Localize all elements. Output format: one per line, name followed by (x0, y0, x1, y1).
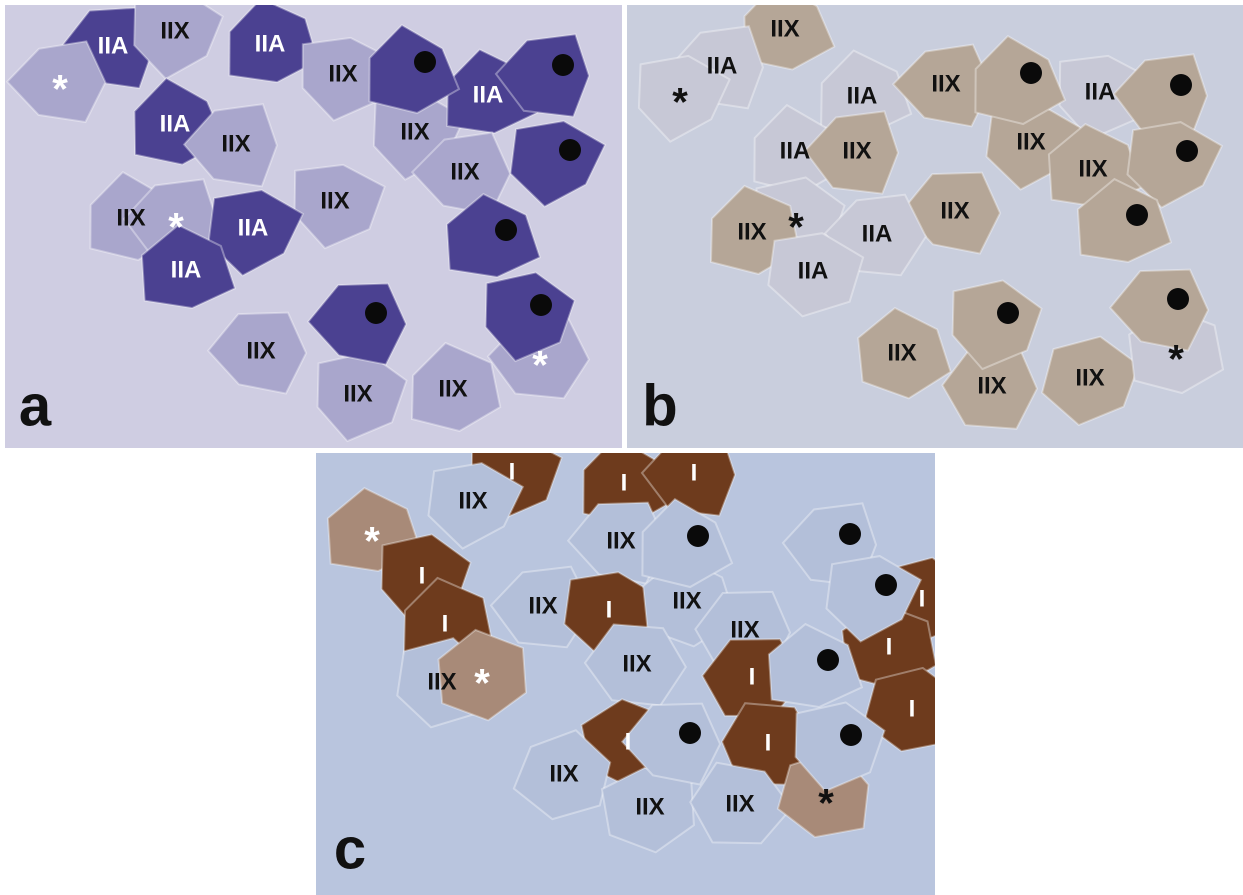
fiber-type-label: I (621, 469, 628, 496)
fiber-type-label: IIX (635, 793, 664, 820)
fiber-type-label: IIA (473, 81, 504, 108)
dot-marker (997, 302, 1019, 324)
fiber-type-label: IIX (528, 592, 557, 619)
asterisk-label: * (818, 782, 834, 826)
fiber-type-label: IIX (940, 197, 969, 224)
dot-marker (679, 722, 701, 744)
asterisk-label: * (672, 81, 688, 125)
dot-marker (414, 51, 436, 73)
dot-marker (365, 302, 387, 324)
fiber-type-label: IIX (328, 60, 357, 87)
asterisk-label: * (474, 662, 490, 706)
fiber-type-label: IIX (427, 668, 456, 695)
fiber-type-label: I (442, 610, 449, 637)
fiber-type-label: IIX (931, 70, 960, 97)
fiber-type-label: IIA (171, 256, 202, 283)
fiber-type-label: IIA (707, 52, 738, 79)
panel-letter: c (334, 816, 366, 881)
fiber-type-label: IIX (842, 137, 871, 164)
fiber-type-label: IIA (160, 110, 191, 137)
asterisk-label: * (788, 206, 804, 250)
dot-marker (839, 523, 861, 545)
fiber-type-label: I (509, 458, 516, 485)
fiber-type-label: IIX (672, 587, 701, 614)
asterisk-label: * (364, 520, 380, 564)
fiber-type-label: IIX (737, 218, 766, 245)
fiber-type-label: IIX (343, 380, 372, 407)
fiber-type-label: I (765, 729, 772, 756)
fiber-type-label: IIX (320, 187, 349, 214)
fiber-type-label: I (919, 585, 926, 612)
fiber-type-label: IIX (887, 339, 916, 366)
dot-marker (1176, 140, 1198, 162)
dot-marker (530, 294, 552, 316)
fiber-type-label: IIX (1075, 364, 1104, 391)
fiber-type-label: IIX (400, 118, 429, 145)
dot-marker (559, 139, 581, 161)
dot-marker (817, 649, 839, 671)
fiber-type-label: I (909, 695, 916, 722)
fiber-type-label: IIX (450, 158, 479, 185)
fiber-type-label: I (749, 663, 756, 690)
fiber-type-label: IIX (730, 616, 759, 643)
fiber-type-label: IIA (798, 257, 829, 284)
asterisk-label: * (168, 206, 184, 250)
asterisk-label: * (52, 68, 68, 112)
dot-marker (552, 54, 574, 76)
fiber-type-label: IIX (246, 337, 275, 364)
dot-marker (875, 574, 897, 596)
panel: IIX IIA * IIA IIX IIA IIA IIX IIX IIX IIX * IIX IIA II… (627, 0, 1243, 448)
panel: IIIIIX*IIXIIIIXIIIXIIXIIIIXIIX*IIIIIIXII… (316, 433, 971, 895)
fiber-type-label: IIX (438, 375, 467, 402)
fiber-type-label: IIA (98, 32, 129, 59)
fiber-type-label: IIA (255, 30, 286, 57)
fiber-type-label: IIX (977, 372, 1006, 399)
fiber-type-label: IIX (160, 17, 189, 44)
fiber-type-label: IIX (725, 790, 754, 817)
fiber-type-label: I (625, 728, 632, 755)
fiber-type-label: IIX (622, 650, 651, 677)
asterisk-label: * (1168, 338, 1184, 382)
fiber-type-label: I (606, 596, 613, 623)
fiber-type-label: IIX (606, 527, 635, 554)
fiber-type-label: IIX (458, 487, 487, 514)
dot-marker (1170, 74, 1192, 96)
fiber-type-label: IIX (770, 15, 799, 42)
fiber-type-label: IIA (780, 137, 811, 164)
dot-marker (495, 219, 517, 241)
fiber-type-label: I (886, 633, 893, 660)
fiber-type-label: IIA (238, 214, 269, 241)
fiber-type-label: I (419, 562, 426, 589)
fiber-type-label: IIA (847, 82, 878, 109)
fiber-type-label: I (691, 459, 698, 486)
panel-letter: b (642, 373, 677, 438)
dot-marker (1167, 288, 1189, 310)
dot-marker (1126, 204, 1148, 226)
panel: IIA IIX IIA * IIX IIA IIX IIX IIA IIX IIX IIX * IIA II… (5, 0, 622, 448)
dot-marker (840, 724, 862, 746)
fiber-type-label: IIX (549, 760, 578, 787)
figure: IIAIIXIIA*IIXIIAIIXIIXIIAIIXIIXIIX*IIAII… (0, 0, 1243, 895)
fiber-type-label: IIA (862, 220, 893, 247)
asterisk-label: * (532, 344, 548, 388)
fiber-type-label: IIA (1085, 78, 1116, 105)
fiber-type-label: IIX (116, 204, 145, 231)
fiber-type-label: IIX (1078, 155, 1107, 182)
dot-marker (687, 525, 709, 547)
fiber-type-label: IIX (1016, 128, 1045, 155)
dot-marker (1020, 62, 1042, 84)
fiber-type-label: IIX (221, 130, 250, 157)
panel-letter: a (19, 373, 52, 438)
